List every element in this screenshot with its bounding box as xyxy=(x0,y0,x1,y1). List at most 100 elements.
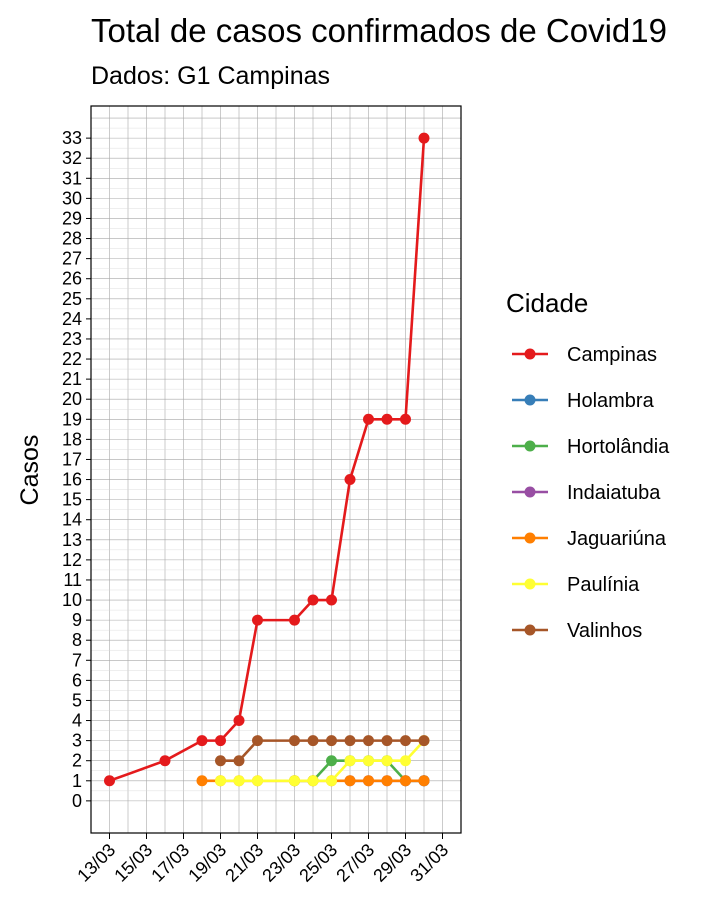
legend-item: Valinhos xyxy=(512,620,642,642)
data-point xyxy=(104,775,115,787)
data-point xyxy=(326,735,337,747)
data-point xyxy=(400,755,411,767)
legend-key-point xyxy=(524,348,536,360)
data-point xyxy=(400,735,411,747)
y-tick-label: 0 xyxy=(72,791,82,811)
y-tick-label: 33 xyxy=(62,128,82,148)
chart-subtitle: Dados: G1 Campinas xyxy=(91,62,330,90)
data-point xyxy=(196,775,208,787)
data-point xyxy=(289,614,300,626)
y-tick-label: 29 xyxy=(62,208,82,228)
chart-title: Total de casos confirmados de Covid19 xyxy=(91,12,667,49)
y-tick-label: 8 xyxy=(72,630,82,650)
y-tick-label: 18 xyxy=(62,429,82,449)
data-point xyxy=(363,755,374,767)
data-point xyxy=(289,775,300,787)
data-point xyxy=(233,755,245,767)
y-tick-label: 23 xyxy=(62,329,82,349)
legend-key-point xyxy=(524,486,536,498)
data-point xyxy=(159,755,171,767)
x-tick-label: 31/03 xyxy=(406,840,452,886)
legend-label: Valinhos xyxy=(567,620,642,642)
y-tick-label: 25 xyxy=(62,289,82,309)
y-tick-label: 30 xyxy=(62,188,82,208)
data-point xyxy=(363,413,374,425)
y-tick-label: 5 xyxy=(72,690,82,710)
data-point xyxy=(196,735,208,747)
x-tick-label: 17/03 xyxy=(147,840,193,886)
data-point xyxy=(381,735,393,747)
data-point xyxy=(307,735,319,747)
data-point xyxy=(233,715,245,727)
x-tick-label: 13/03 xyxy=(73,840,119,886)
data-point xyxy=(326,755,337,767)
legend-item: Hortolândia xyxy=(512,436,670,458)
series-layer xyxy=(104,132,430,787)
data-point xyxy=(307,594,319,606)
data-point xyxy=(418,132,430,144)
y-tick-label: 1 xyxy=(72,771,82,791)
legend-key-point xyxy=(524,394,536,406)
legend-label: Holambra xyxy=(567,390,655,412)
y-tick-label: 28 xyxy=(62,229,82,249)
legend-item: Holambra xyxy=(512,390,655,412)
legend-label: Paulínia xyxy=(567,574,640,596)
y-tick-label: 21 xyxy=(62,369,82,389)
x-tick-label: 15/03 xyxy=(110,840,156,886)
data-point xyxy=(326,594,337,606)
data-point xyxy=(252,735,263,747)
legend-item: Indaiatuba xyxy=(512,482,661,504)
y-tick-label: 27 xyxy=(62,249,82,269)
data-point xyxy=(381,413,393,425)
legend-item: Jaguariúna xyxy=(512,528,667,550)
plot-border xyxy=(90,105,462,834)
legend-key-point xyxy=(524,440,536,452)
x-tick-label: 23/03 xyxy=(258,840,304,886)
y-tick-label: 12 xyxy=(62,550,82,570)
y-tick-label: 10 xyxy=(62,590,82,610)
y-tick-label: 20 xyxy=(62,389,82,409)
y-tick-label: 3 xyxy=(72,731,82,751)
legend-title: Cidade xyxy=(506,288,588,318)
legend-item: Paulínia xyxy=(512,574,640,596)
data-point xyxy=(344,735,356,747)
y-tick-label: 4 xyxy=(72,711,82,731)
data-point xyxy=(233,775,245,787)
legend-key-point xyxy=(524,578,536,590)
data-point xyxy=(344,474,356,486)
data-point xyxy=(252,614,263,626)
x-tick-label: 29/03 xyxy=(369,840,415,886)
data-point xyxy=(215,755,226,767)
y-tick-label: 24 xyxy=(62,309,82,329)
data-point xyxy=(363,735,374,747)
data-point xyxy=(363,775,374,787)
y-tick-label: 9 xyxy=(72,610,82,630)
data-point xyxy=(400,413,411,425)
y-axis-label: Casos xyxy=(16,435,44,506)
y-tick-label: 15 xyxy=(62,490,82,510)
legend-label: Hortolândia xyxy=(567,436,670,458)
data-point xyxy=(381,775,393,787)
data-point xyxy=(418,735,430,747)
legend: Cidade Campinas Holambra Hortolândia Indaiat… xyxy=(506,288,670,642)
legend-label: Jaguariúna xyxy=(567,528,667,550)
y-tick-label: 31 xyxy=(62,168,82,188)
data-point xyxy=(344,755,356,767)
y-tick-label: 6 xyxy=(72,670,82,690)
y-tick-label: 11 xyxy=(63,570,82,590)
y-tick-label: 13 xyxy=(62,530,82,550)
x-tick-label: 25/03 xyxy=(295,840,341,886)
x-tick-label: 21/03 xyxy=(221,840,267,886)
data-point xyxy=(252,775,263,787)
data-point xyxy=(307,775,319,787)
legend-key-point xyxy=(524,624,536,636)
data-point xyxy=(344,775,356,787)
grid xyxy=(90,106,462,833)
legend-label: Campinas xyxy=(567,344,657,366)
series-6 xyxy=(215,735,430,767)
y-tick-label: 22 xyxy=(62,349,82,369)
data-point xyxy=(215,735,226,747)
x-tick-label: 27/03 xyxy=(332,840,378,886)
x-tick-label: 19/03 xyxy=(184,840,230,886)
y-tick-label: 2 xyxy=(72,751,82,771)
